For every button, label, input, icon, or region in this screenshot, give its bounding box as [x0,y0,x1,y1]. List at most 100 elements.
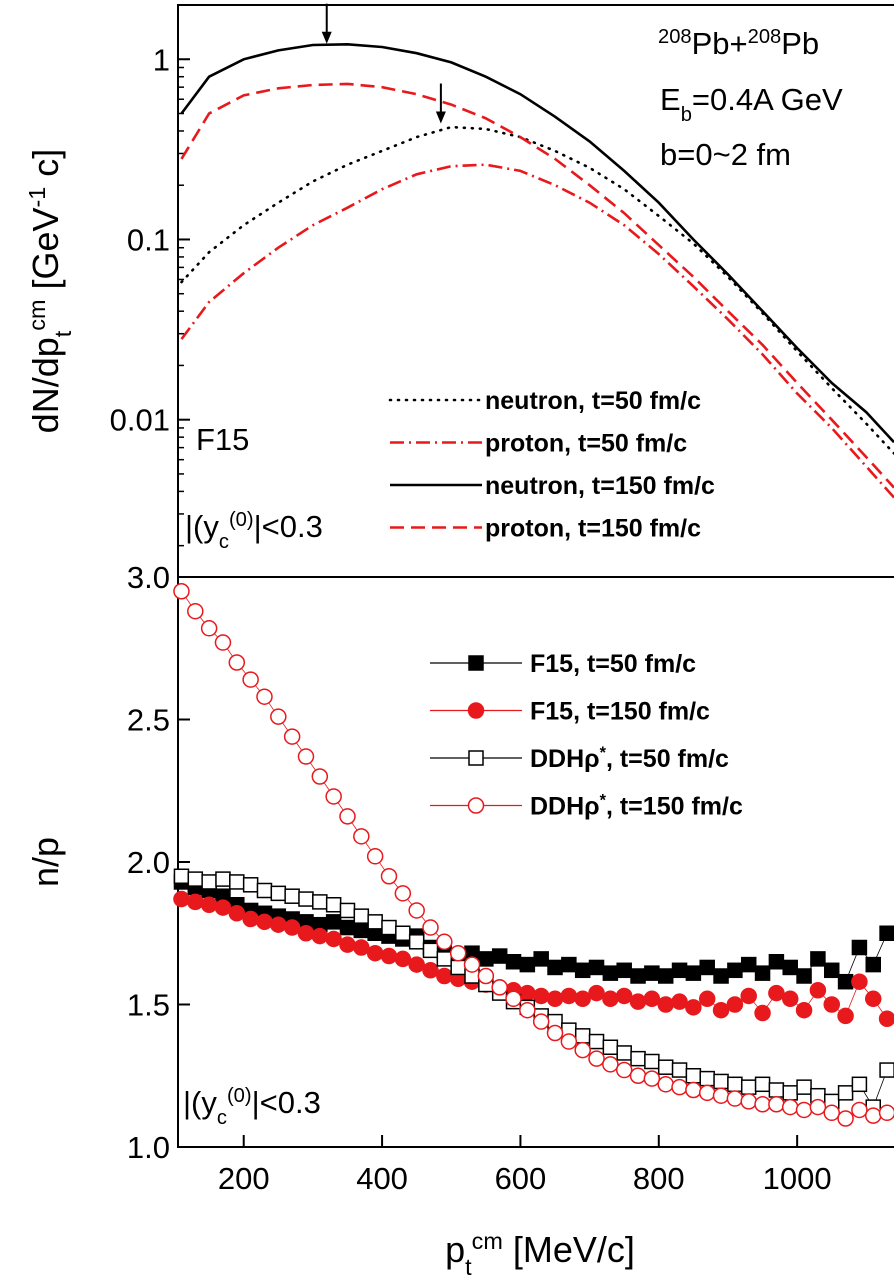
marker [546,990,564,1008]
marker [630,968,646,984]
marker [491,948,508,964]
marker [629,993,647,1010]
marker [214,634,232,651]
marker [754,965,771,981]
marker [837,1085,854,1101]
marker [366,944,384,962]
marker [616,1045,632,1061]
marker [782,959,798,976]
marker [339,936,356,953]
y-axis-title-sup: -1 [24,187,50,208]
marker [740,987,757,1005]
marker [754,1096,771,1113]
marker [615,987,633,1005]
marker [256,882,273,899]
marker [298,891,314,907]
legend-label: F15, t=150 fm/c [530,698,710,726]
marker [353,939,370,956]
marker [851,1076,868,1093]
marker [616,962,632,979]
marker [353,828,370,845]
marker [381,919,397,936]
annotation-part: |<0.3 [254,509,323,544]
y-axis-title-part: n/p [25,837,66,887]
marker [477,967,495,985]
marker [228,654,246,671]
y-axis-title-sub: t [50,330,76,337]
marker [588,984,605,1002]
marker [436,967,453,985]
y-tick-label: 0.01 [110,403,170,438]
marker [685,1068,702,1084]
annotation-sup: 208 [658,26,692,48]
marker [574,990,591,1008]
curve [180,163,894,499]
annotation-sup: 208 [748,26,782,48]
marker [574,962,591,979]
marker [339,902,356,919]
marker [588,1033,605,1050]
marker [602,1039,619,1055]
marker [671,1078,688,1096]
y-tick-label: 2.0 [127,845,170,880]
marker [685,1081,702,1099]
y-axis-title-part: dN/dp [25,337,66,433]
marker [270,708,287,725]
marker [325,914,342,930]
annotation-part: |(y [185,509,219,544]
marker [768,1082,785,1098]
marker [242,877,259,893]
marker [519,1001,536,1019]
marker [436,933,453,951]
marker [467,702,485,719]
legend-label-part: neutron, t=50 fm/c [485,387,701,415]
annotation-part: E [660,82,681,117]
legend-label: proton, t=150 fm/c [485,515,701,543]
marker [242,910,259,928]
marker [187,602,204,620]
marker [436,951,453,967]
marker [685,965,702,981]
marker [644,1053,660,1070]
marker [823,996,840,1013]
marker [547,959,563,976]
marker [353,908,370,924]
marker [408,902,425,919]
marker [851,939,868,956]
marker [740,1093,757,1110]
marker [560,987,578,1005]
marker [727,962,743,979]
marker [727,1076,743,1093]
annotation-sub: c [217,1107,227,1129]
marker [270,885,287,902]
marker [878,1010,894,1027]
marker [215,871,231,887]
annotation-part: b=0~2 fm [660,137,791,172]
marker [712,1001,730,1019]
marker [878,1104,894,1122]
arrow-head [321,31,332,44]
marker [602,965,619,981]
annotation-sub: b [681,104,692,126]
y-tick-label: 1.0 [127,1130,170,1165]
marker [422,962,439,979]
marker [467,797,485,814]
legend-label: proton, t=50 fm/c [485,430,687,458]
marker [463,956,481,973]
annotation-part: Pb [781,26,819,61]
marker [657,996,674,1013]
marker [671,993,688,1010]
annotation: b=0~2 fm [660,137,791,172]
x-axis-title-sup: cm [472,1228,503,1254]
marker [422,942,439,959]
marker [380,947,398,965]
curve [180,82,894,489]
x-axis-title: ptcm [MeV/c] [445,1228,635,1280]
x-axis-title-part: [MeV/c] [503,1229,635,1270]
legend-label-part: DDHρ [530,745,600,773]
marker [449,944,467,962]
marker [837,1110,854,1127]
marker [422,919,439,936]
annotation: |(yc(0)|<0.3 [183,1085,321,1129]
y-axis-title: n/p [25,837,66,887]
